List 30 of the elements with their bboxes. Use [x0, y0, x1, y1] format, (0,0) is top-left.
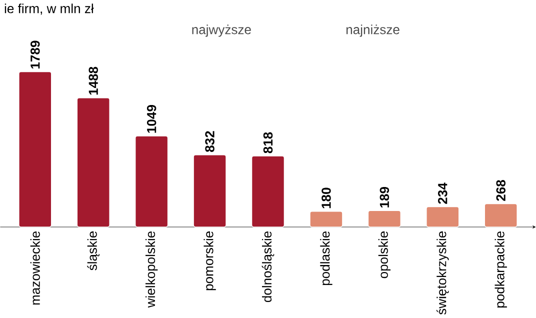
- data-label: 832: [205, 130, 214, 152]
- bar: [134, 135, 168, 228]
- bar: [18, 71, 52, 228]
- bar: [368, 210, 402, 228]
- x-tick-label: świętokrzyskie: [436, 231, 449, 314]
- data-label: 189: [380, 186, 390, 208]
- data-label: 180: [322, 188, 331, 208]
- x-tick-label: pomorskie: [204, 231, 216, 290]
- x-tick-label: mazowieckie: [30, 231, 40, 304]
- x-tick-label: śląskie: [87, 231, 100, 270]
- data-label: 1789: [30, 40, 40, 68]
- x-tick-label: dolnośląskie: [262, 231, 274, 302]
- text: najniższe: [346, 24, 400, 37]
- bar: [426, 206, 460, 228]
- x-tick-label: wielkopolskie: [146, 231, 158, 308]
- bar: [76, 97, 110, 228]
- data-label: 268: [496, 180, 506, 201]
- data-label: 1049: [146, 104, 156, 132]
- bar: [484, 203, 518, 228]
- chart-title: ie firm, w mln zł: [4, 3, 94, 14]
- data-label: 234: [438, 182, 448, 204]
- bar: [309, 210, 343, 228]
- text: najwyższe: [192, 24, 251, 37]
- x-tick-label: podkarpackie: [494, 231, 507, 308]
- bar: [193, 154, 227, 228]
- bar: [251, 155, 285, 228]
- data-label: 1488: [88, 66, 98, 94]
- data-label: 818: [263, 132, 273, 153]
- x-tick-label: podlaskie: [320, 231, 332, 285]
- x-tick-label: opolskie: [378, 231, 391, 278]
